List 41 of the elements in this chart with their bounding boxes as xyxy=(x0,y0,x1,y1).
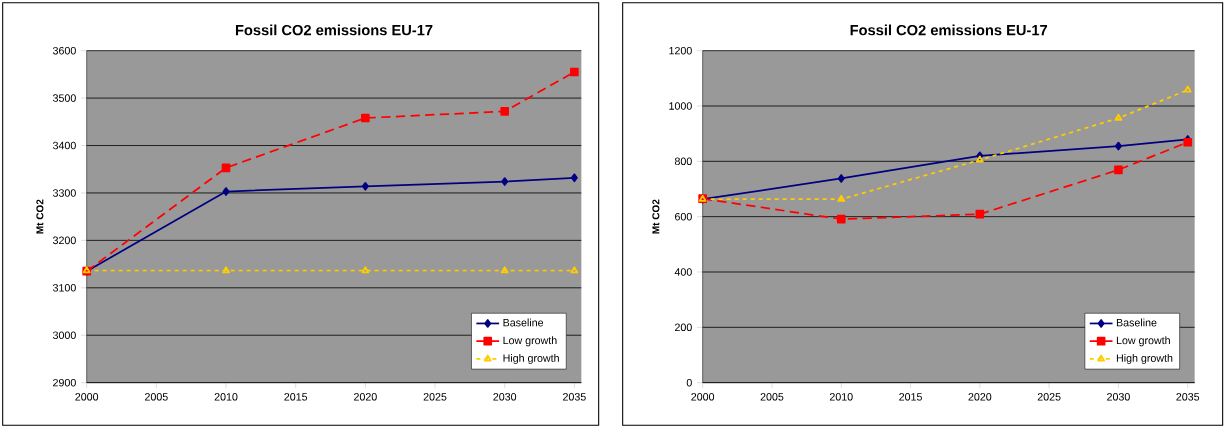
x-tick-label: 2020 xyxy=(354,393,377,401)
x-tick-label: 2010 xyxy=(829,393,853,401)
x-tick-label: 2030 xyxy=(1107,393,1130,401)
x-tick-label: 2035 xyxy=(563,393,586,401)
y-tick-label: 1000 xyxy=(669,102,692,110)
y-tick-label: 3000 xyxy=(52,331,76,339)
x-tick-label: 2005 xyxy=(760,393,784,401)
y-tick-label: 2900 xyxy=(53,378,76,387)
chart-title: Fossil CO2 emissions EU-17 xyxy=(235,24,433,36)
x-tick-label: 2025 xyxy=(423,393,447,401)
x-tick-label: 2015 xyxy=(899,393,922,401)
y-tick-label: 600 xyxy=(675,212,692,221)
x-tick-label: 2000 xyxy=(75,393,99,401)
legend-label: High growth xyxy=(503,354,559,364)
y-axis-title: Mt CO2 xyxy=(652,199,660,234)
x-tick-label: 2030 xyxy=(493,393,517,401)
x-tick-label: 2025 xyxy=(1037,393,1061,401)
x-tick-label: 2005 xyxy=(145,393,168,401)
y-tick-label: 800 xyxy=(674,157,692,166)
y-tick-label: 1200 xyxy=(669,46,692,55)
y-tick-label: 3600 xyxy=(52,46,76,55)
y-tick-label: 0 xyxy=(686,378,692,387)
y-tick-label: 3200 xyxy=(52,236,76,245)
legend-label: High growth xyxy=(1116,354,1173,364)
x-tick-label: 2020 xyxy=(968,393,992,401)
legend-label: Baseline xyxy=(503,318,544,327)
y-tick-label: 3500 xyxy=(52,94,76,102)
x-tick-label: 2000 xyxy=(691,393,715,401)
x-tick-label: 2010 xyxy=(214,393,238,401)
y-tick-label: 3100 xyxy=(52,284,76,292)
legend-label: Baseline xyxy=(1116,318,1157,327)
x-tick-label: 2035 xyxy=(1176,393,1200,401)
legend-label: Low growth xyxy=(503,336,557,347)
chart-title: Fossil CO2 emissions EU-17 xyxy=(850,24,1048,36)
y-tick-label: 3300 xyxy=(52,189,76,197)
y-tick-label: 3400 xyxy=(52,141,76,150)
y-tick-label: 400 xyxy=(674,268,692,276)
x-tick-label: 2015 xyxy=(284,393,308,401)
y-axis-title: Mt CO2 xyxy=(36,199,44,234)
y-tick-label: 200 xyxy=(675,323,692,332)
legend-label: Low growth xyxy=(1116,336,1170,347)
